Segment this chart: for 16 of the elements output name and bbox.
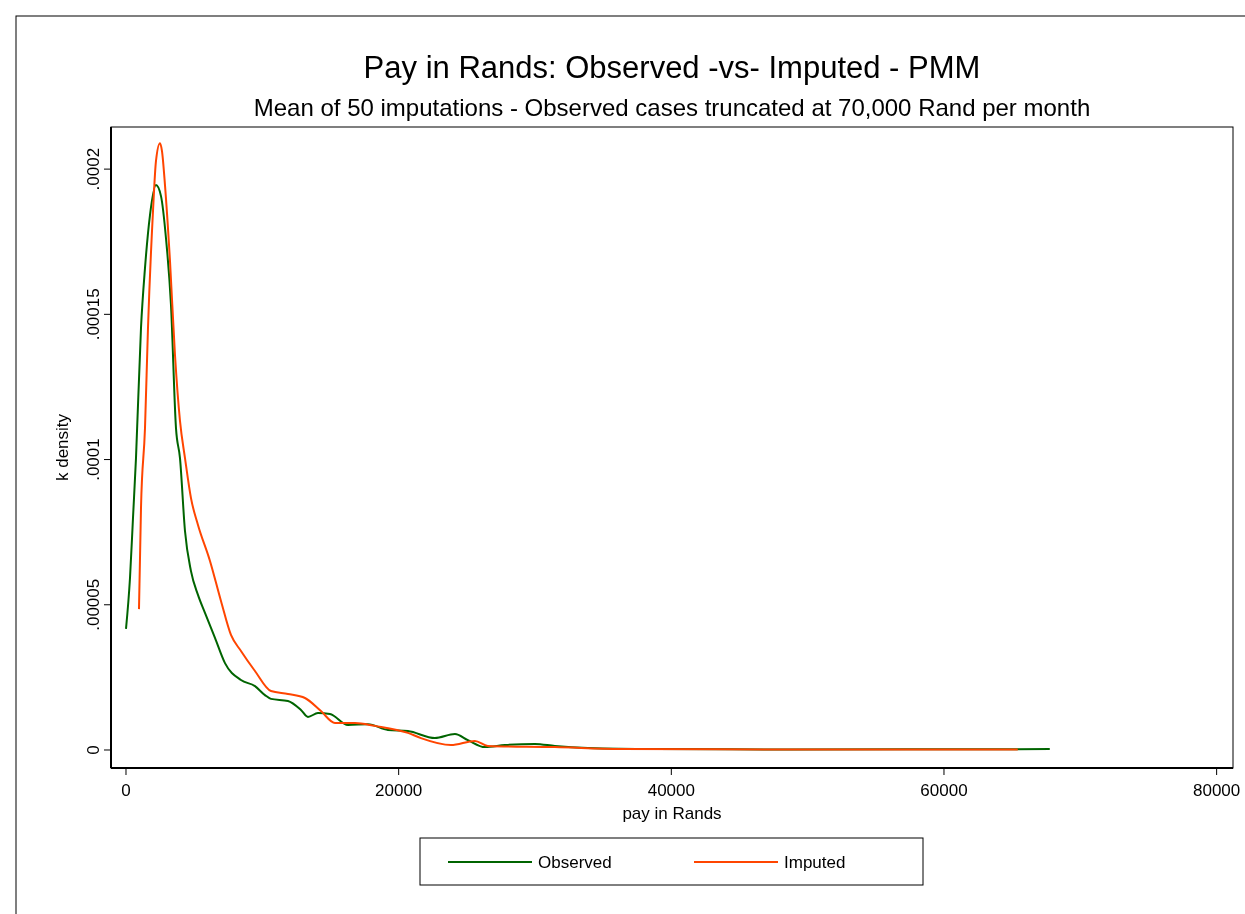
x-tick-label: 60000 <box>920 781 968 800</box>
x-tick-label: 0 <box>121 781 131 800</box>
y-tick-label: .0002 <box>84 147 103 191</box>
y-tick-label: 0 <box>84 745 103 755</box>
chart-title: Pay in Rands: Observed -vs- Imputed - PMM <box>363 50 981 85</box>
y-tick-label: .00005 <box>84 578 103 631</box>
y-tick-label: .00015 <box>84 288 103 341</box>
y-tick-label: .0001 <box>84 438 103 481</box>
legend-label: Imputed <box>784 853 846 872</box>
legend-label: Observed <box>538 853 612 872</box>
x-tick-label: 20000 <box>375 781 423 800</box>
x-axis-title: pay in Rands <box>622 804 722 823</box>
y-axis-title: k density <box>53 413 72 482</box>
chart-subtitle: Mean of 50 imputations - Observed cases truncated at 70,000 Rand per month <box>253 94 1091 121</box>
x-tick-label: 80000 <box>1193 781 1241 800</box>
x-tick-label: 40000 <box>647 781 695 800</box>
